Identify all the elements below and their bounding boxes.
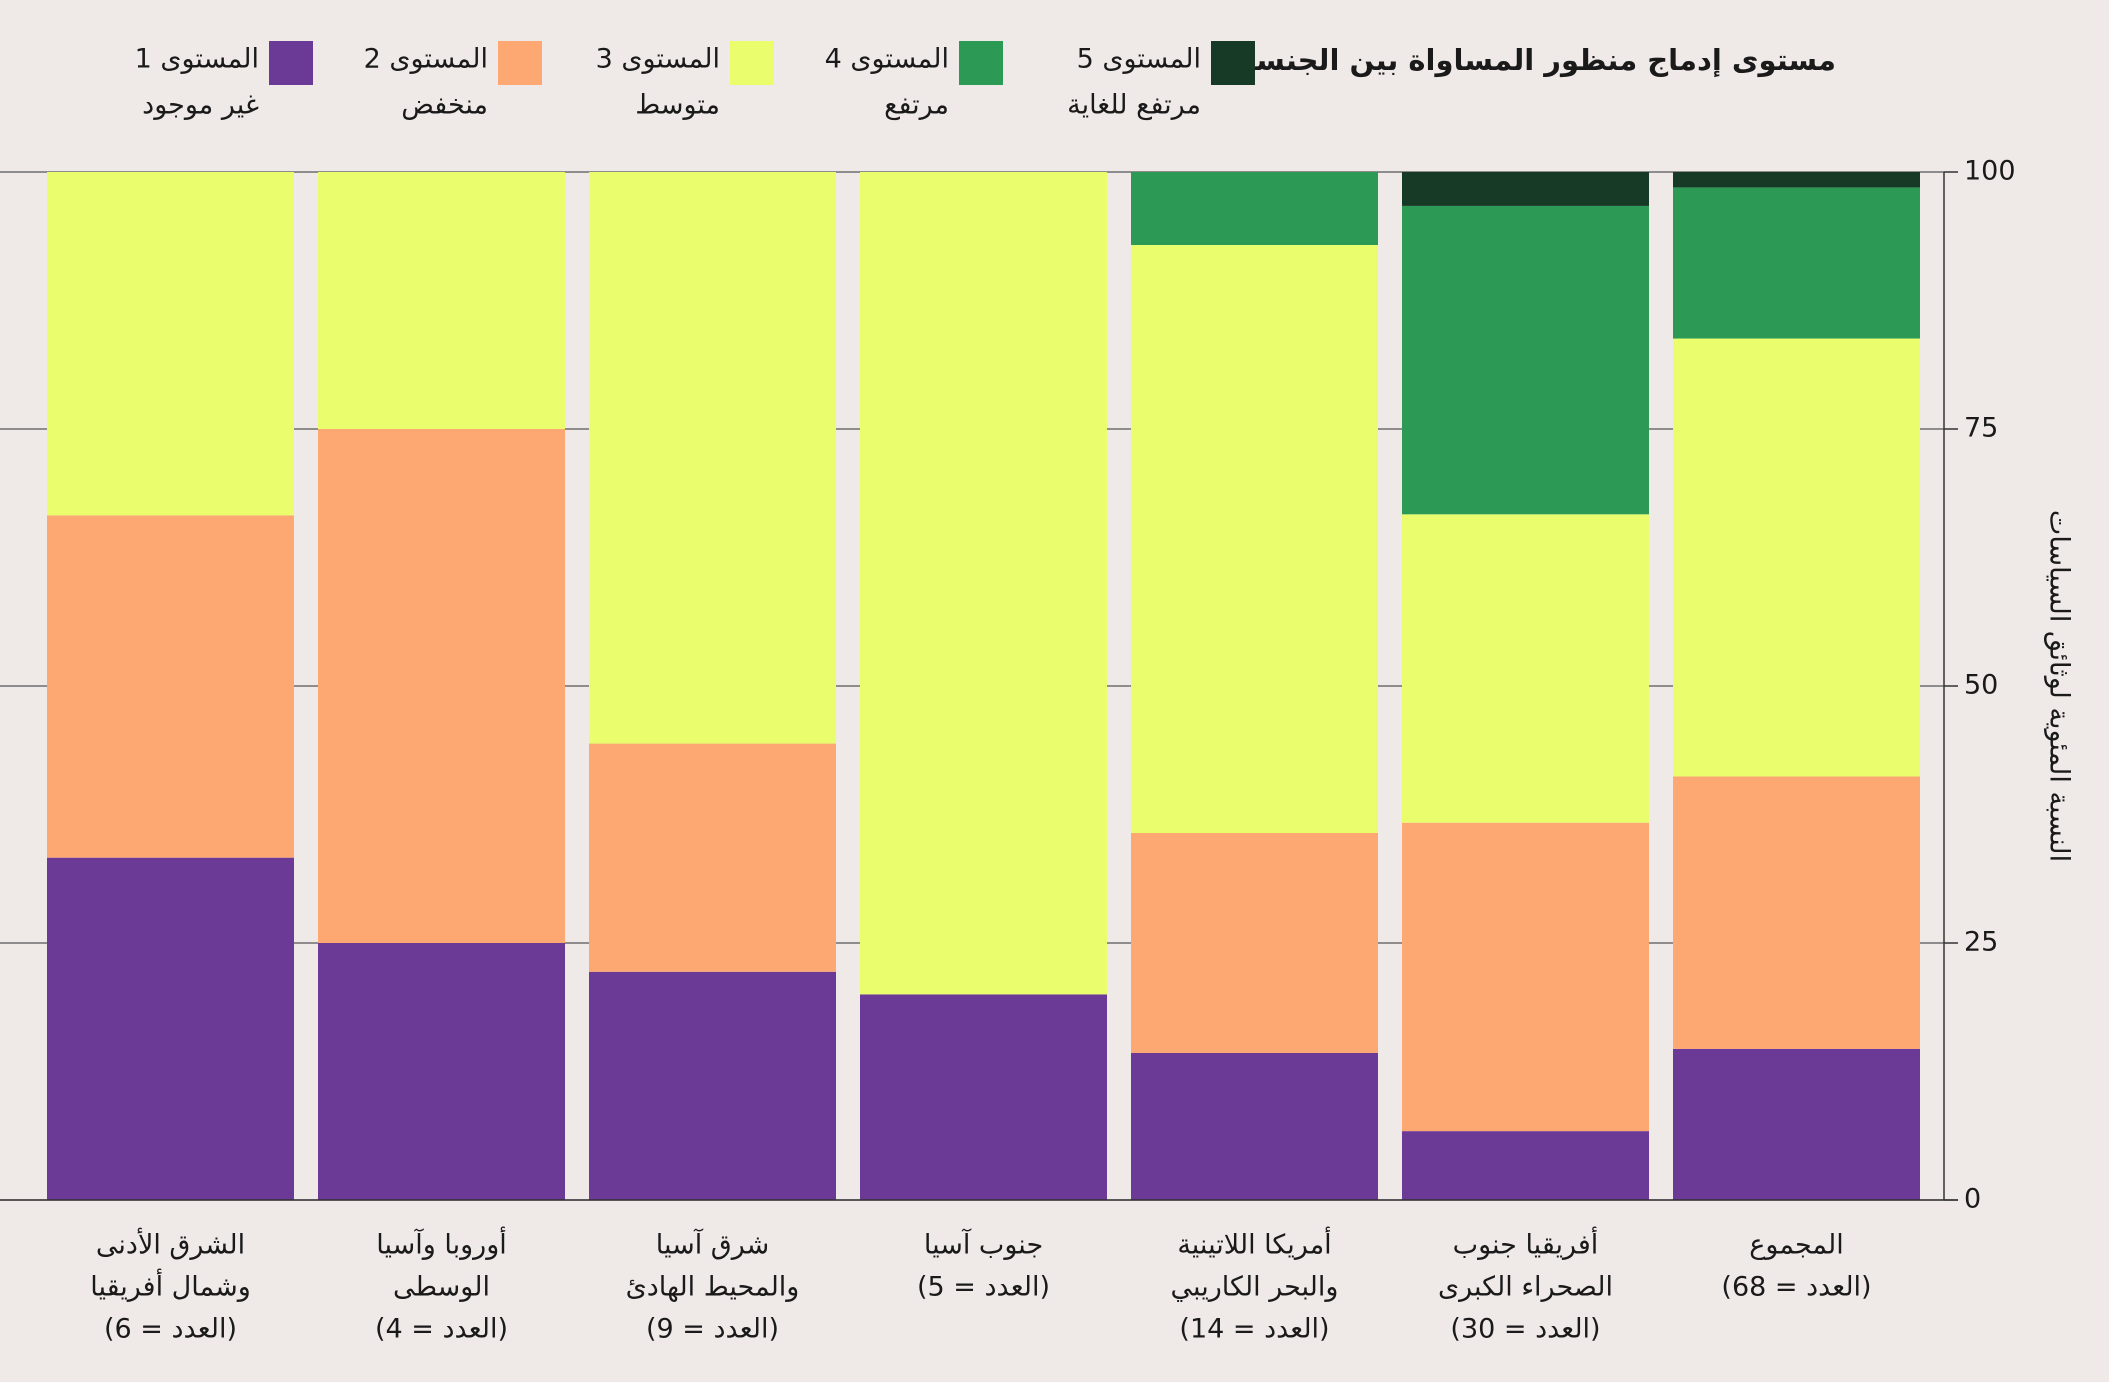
legend-swatch — [959, 41, 1003, 85]
bar-segment — [589, 172, 836, 744]
x-tick-label: شرق آسيا — [656, 1229, 770, 1261]
x-tick-label: (العدد = 5) — [917, 1272, 1050, 1303]
bar-segment — [589, 743, 836, 972]
y-tick-label: 50 — [1964, 670, 1998, 701]
y-tick-label: 75 — [1964, 413, 1998, 444]
x-tick-label: أفريقيا جنوب — [1453, 1226, 1599, 1261]
legend-label: المستوى 3 — [596, 44, 720, 75]
x-tick-label: جنوب آسيا — [924, 1229, 1043, 1261]
legend-label: المستوى 2 — [364, 44, 488, 75]
bar-segment — [318, 943, 565, 1200]
legend-description: غير موجود — [142, 90, 259, 121]
legend-description: مرتفع — [884, 90, 949, 121]
legend-description: منخفض — [401, 90, 488, 121]
y-axis-label: النسبة المئوية لوثائق السياسات — [2044, 510, 2075, 862]
bar-segment — [1673, 172, 1920, 188]
bar-segment — [1131, 833, 1378, 1053]
y-tick-label: 0 — [1964, 1184, 1981, 1215]
x-tick-label: (العدد = 14) — [1179, 1314, 1329, 1345]
x-tick-label: المجموع — [1749, 1230, 1843, 1261]
y-tick-label: 25 — [1964, 927, 1998, 958]
x-tick-label: وشمال أفريقيا — [90, 1268, 251, 1303]
bar-segment — [1402, 822, 1649, 1132]
legend-description: متوسط — [635, 90, 720, 121]
bar-segment — [1673, 187, 1920, 339]
legend-title: مستوى إدماج منظور المساواة بين الجنسين — [1218, 43, 1836, 78]
legend-swatch — [269, 41, 313, 85]
x-tick-label: والمحيط الهادئ — [626, 1272, 800, 1303]
x-tick-label: (العدد = 68) — [1721, 1272, 1871, 1303]
legend-label: المستوى 1 — [135, 44, 259, 75]
legend-label: المستوى 5 — [1077, 44, 1201, 75]
bar-segment — [860, 172, 1107, 995]
x-tick-label: أمريكا اللاتينية — [1177, 1226, 1331, 1261]
x-tick-label: (العدد = 9) — [646, 1314, 779, 1345]
bar-segment — [1673, 338, 1920, 777]
legend-swatch — [1211, 41, 1255, 85]
bar-segment — [1402, 172, 1649, 206]
bar-segment — [1402, 1131, 1649, 1200]
x-tick-label: الوسطى — [393, 1272, 490, 1303]
y-tick-label: 100 — [1964, 156, 2016, 187]
bar-segment — [1131, 1052, 1378, 1200]
bar-segment — [1402, 514, 1649, 823]
bar-segment — [1673, 1048, 1920, 1200]
bar-segment — [47, 515, 294, 858]
bar-segment — [1131, 244, 1378, 834]
bar-segment — [47, 857, 294, 1200]
x-tick-label: الشرق الأدنى — [96, 1227, 245, 1261]
bar-segment — [1402, 205, 1649, 515]
bar-segment — [1131, 172, 1378, 245]
bar-segment — [589, 971, 836, 1200]
x-tick-label: أوروبا وآسيا — [376, 1226, 506, 1261]
bar-segment — [318, 429, 565, 943]
bar-segment — [318, 172, 565, 429]
x-tick-label: (العدد = 30) — [1450, 1314, 1600, 1345]
x-tick-label: (العدد = 4) — [375, 1314, 508, 1345]
legend-description: مرتفع للغاية — [1067, 90, 1201, 121]
legend-label: المستوى 4 — [825, 44, 949, 75]
x-tick-label: والبحر الكاريبي — [1171, 1272, 1339, 1303]
bar-segment — [860, 994, 1107, 1200]
bar-segment — [47, 172, 294, 516]
legend-swatch — [730, 41, 774, 85]
bar-segment — [1673, 776, 1920, 1049]
x-tick-label: (العدد = 6) — [104, 1314, 237, 1345]
x-tick-label: الصحراء الكبرى — [1438, 1272, 1613, 1303]
legend-swatch — [498, 41, 542, 85]
